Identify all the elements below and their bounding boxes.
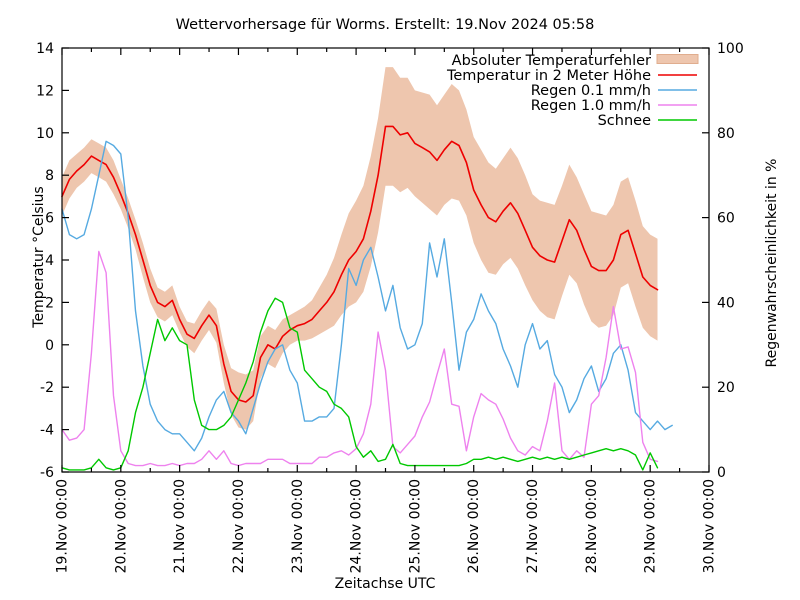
y-right-tick-label: 20 xyxy=(717,380,735,396)
y-left-tick-label: 2 xyxy=(45,295,54,311)
series-temperature-line xyxy=(61,125,659,403)
x-tick-label: 26.Nov 00:00 xyxy=(466,479,482,573)
x-tick-label: 21.Nov 00:00 xyxy=(172,479,188,573)
x-axis-ticks: 19.Nov 00:00 20.Nov 00:00 21.Nov 00:00 22.N… xyxy=(55,479,718,573)
legend-label: Temperatur in 2 Meter Höhe xyxy=(446,68,651,84)
y-left-tick-label: 10 xyxy=(36,126,54,142)
y-right-tick-label: 80 xyxy=(717,126,735,142)
legend-item: Regen 0.1 mm/h xyxy=(531,83,697,99)
chart-title: Wettervorhersage für Worms. Erstellt: 19… xyxy=(176,17,595,33)
series-snow-line xyxy=(61,297,659,471)
legend-item: Schnee xyxy=(598,113,697,129)
y-left-tick-label: -6 xyxy=(40,465,54,481)
x-tick-label: 30.Nov 00:00 xyxy=(702,479,718,573)
legend-item: Regen 1.0 mm/h xyxy=(531,98,697,114)
x-tick-label: 22.Nov 00:00 xyxy=(231,479,247,573)
axes: 19.Nov 00:00 20.Nov 00:00 21.Nov 00:00 22.N… xyxy=(36,41,744,573)
y-left-tick-label: -2 xyxy=(40,380,54,396)
legend-band-swatch xyxy=(656,54,699,64)
y-left-tick-label: -4 xyxy=(40,423,54,439)
y-left-tick-label: 4 xyxy=(45,253,54,269)
y-left-tick-label: 0 xyxy=(45,338,54,354)
y-left-ticks: -6 -4 -2 0 2 4 6 8 10 12 14 xyxy=(36,41,54,481)
y-right-tick-label: 100 xyxy=(717,41,744,57)
series-temperature-error-band xyxy=(62,67,658,430)
y-left-tick-label: 14 xyxy=(36,41,54,57)
x-tick-label: 25.Nov 00:00 xyxy=(407,479,423,573)
plot-area xyxy=(61,67,673,471)
series-rain-10-line xyxy=(61,250,659,467)
legend-label: Regen 1.0 mm/h xyxy=(531,98,651,114)
y-left-tick-label: 8 xyxy=(45,168,54,184)
legend-label: Absoluter Temperaturfehler xyxy=(452,53,651,69)
x-tick-label: 24.Nov 00:00 xyxy=(349,479,365,573)
x-tick-label: 28.Nov 00:00 xyxy=(584,479,600,573)
y-right-tick-label: 60 xyxy=(717,211,735,227)
y-right-axis-label: Regenwahrscheinlichkeit in % xyxy=(764,159,780,368)
x-tick-label: 19.Nov 00:00 xyxy=(55,479,71,573)
legend-item: Absoluter Temperaturfehler xyxy=(452,53,699,69)
y-right-tick-label: 0 xyxy=(717,465,726,481)
x-axis-label: Zeitachse UTC xyxy=(335,576,436,592)
legend-label: Regen 0.1 mm/h xyxy=(531,83,651,99)
y-right-ticks: 0 20 40 60 80 100 xyxy=(717,41,744,481)
x-tick-label: 23.Nov 00:00 xyxy=(290,479,306,573)
y-left-axis-label: Temperatur °Celsius xyxy=(31,186,47,328)
x-tick-label: 27.Nov 00:00 xyxy=(525,479,541,573)
legend-item: Temperatur in 2 Meter Höhe xyxy=(446,68,697,84)
series-rain-01-line xyxy=(61,140,673,452)
legend-label: Schnee xyxy=(598,113,651,129)
y-left-tick-label: 6 xyxy=(45,211,54,227)
x-tick-label: 29.Nov 00:00 xyxy=(643,479,659,573)
y-left-tick-label: 12 xyxy=(36,83,54,99)
y-right-tick-label: 40 xyxy=(717,295,735,311)
x-tick-label: 20.Nov 00:00 xyxy=(113,479,129,573)
